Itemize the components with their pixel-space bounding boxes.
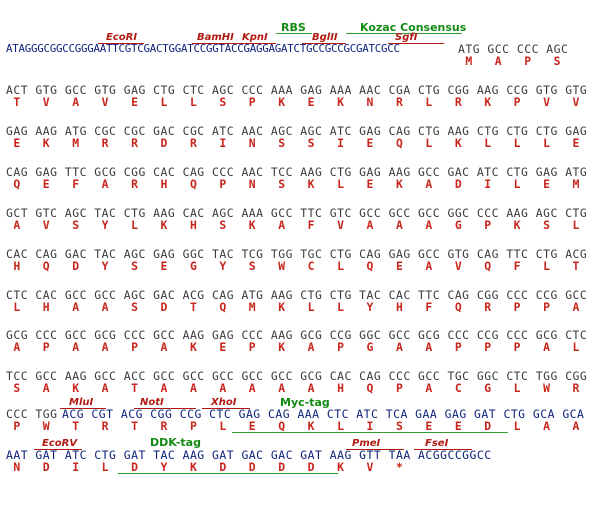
xhoi-site-line [202,408,250,409]
kpni-site-label: KpnI [242,32,268,43]
bglii-site-line [302,43,346,44]
xhoi-site-label: XhoI [211,397,237,408]
rbs-label: RBS [281,21,306,34]
codon-row-3: CAG GAG TTC GCG CGG CAC CAG CCC AAC TCC … [6,165,588,179]
kozac-consensus-label: Kozac Consensus [360,21,467,34]
codon-row-ddk: AAT GAT ATC CTG GAT TAC AAG GAT GAC GAC … [6,448,492,462]
codon-row-5: CAC CAG GAC TAC AGC GAG GGC TAC TCG TGG … [6,247,588,261]
myc-tag-label: Myc-tag [280,396,330,409]
ecori-site-line [98,43,144,44]
aa-row-myc: P W T R T R P L E Q K L I S E E D L A A [6,419,580,433]
bglii-site-label: BglII [312,32,338,43]
pmei-site-line [346,449,404,450]
codon-row-7: GCG CCC GCC GCG CCC GCC AAG GAG CCC AAG … [6,328,588,342]
kpni-site-line [238,43,276,44]
aa-row-4: A V S Y L K H S K A F V A A A G P K S L [6,218,580,232]
aa-row-6: L H A A S D T Q M K L L Y H F Q R P P A [6,300,580,314]
pmei-site-label: PmeI [352,438,381,449]
bamhi-site-line [192,43,238,44]
aa-row-8: S A K A T A A A A A A H Q P A C G L W R [6,381,580,395]
myc-tag-underline [232,432,508,433]
codon-row-myc: ACG CGT ACG CGG CCG CTC GAG CAG AAA CTC … [62,407,585,421]
codon-row-1: ACT GTG GCC GTG GAG CTG CTC AGC CCC AAA … [6,83,588,97]
codon-row-myc-prefix: CCC TGG [6,407,65,421]
header-dna-sequence: ATAGGGCGGCCGGGAATTCGTCGACTGGATCCGGTACCGA… [6,42,400,55]
aa-row-ddk: N D I L D Y K D D D D K V * [6,460,404,474]
header-orf-start: ATG GCC CCC AGC [458,42,569,56]
ecori-site-label: EcoRI [106,32,138,43]
ddk-tag-underline [118,473,338,474]
codon-row-6: CTC CAC GCC GCC AGC GAC ACG CAG ATG AAG … [6,288,588,302]
aa-row-5: H Q D Y S E G Y S W C L Q E A V Q F L T [6,259,580,273]
rbs-underline [276,33,312,34]
codon-row-2: GAG AAG ATG CGC CGC GAC CGC ATC AAC AGC … [6,124,588,138]
noti-site-line [134,408,196,409]
header-aa-translation: M A P S [458,54,562,68]
bamhi-site-label: BamHI [197,32,234,43]
mlui-site-line [60,408,106,409]
codon-row-8: TCC GCC AAG GCC ACC GCC GCC GCC GCC GCC … [6,369,588,383]
fsei-site-label: FseI [425,438,449,449]
noti-site-label: NotI [140,397,164,408]
ecorv-site-line [34,449,82,450]
ddk-tag-label: DDK-tag [150,436,201,449]
aa-row-1: T V A V E L L S P K E K N R L R K P V V [6,95,580,109]
ecorv-site-label: EcoRV [42,438,78,449]
aa-row-7: A P A A P A K E P K A P G A A P P P A L [6,340,580,354]
fsei-site-line [414,449,472,450]
aa-row-3: Q E F A R H Q P N S K L E K A D I L E M [6,177,580,191]
aa-row-2: E K M R R D R I N S S I E Q L K L L L E [6,136,580,150]
sgfi-site-label: SgfI [395,32,418,43]
kozac-underline [346,33,462,34]
codon-row-4: GCT GTC AGC TAC CTG AAG CAC AGC AAA GCC … [6,206,588,220]
mlui-site-label: MluI [69,397,94,408]
sgfi-site-line [388,43,444,44]
